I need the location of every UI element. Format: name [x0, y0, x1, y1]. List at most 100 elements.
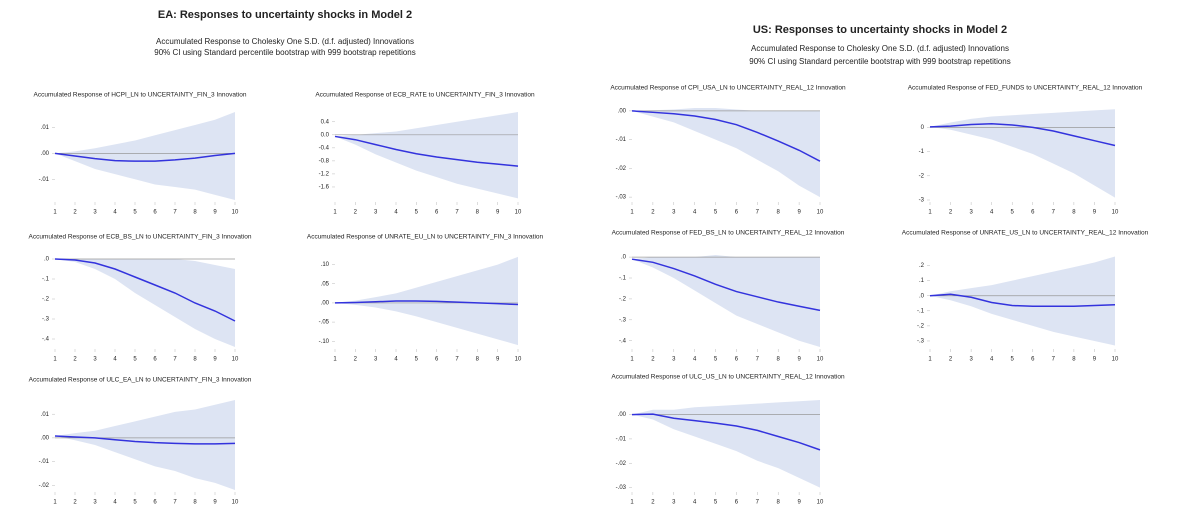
y-tick-label: .00: [618, 412, 627, 418]
x-tick-label: 4: [113, 357, 117, 363]
y-tick-label: -.03: [616, 485, 627, 491]
x-tick-label: 10: [1112, 210, 1119, 216]
response-line: [929, 122, 1116, 147]
x-tick-label: 7: [756, 210, 760, 216]
chart-title: Accumulated Response of FED_FUNDS to UNC…: [908, 85, 1143, 92]
y-tick-label: .01: [41, 412, 50, 418]
chart-title: Accumulated Response of ECB_BS_LN to UNC…: [28, 234, 251, 241]
x-tick-label: 9: [797, 500, 801, 506]
x-tick-label: 9: [797, 210, 801, 216]
x-tick-label: 3: [672, 357, 676, 363]
x-tick-label: 3: [374, 210, 378, 216]
x-tick-label: 6: [153, 357, 157, 363]
y-tick-label: -.03: [616, 195, 627, 201]
x-tick-label: 8: [777, 357, 781, 363]
y-tick-label: -.4: [619, 338, 627, 344]
x-tick-label: 3: [672, 500, 676, 506]
chart-title: Accumulated Response of FED_BS_LN to UNC…: [612, 230, 845, 237]
x-tick-label: 1: [333, 357, 337, 363]
x-tick-label: 5: [714, 357, 718, 363]
x-tick-label: 8: [1072, 210, 1076, 216]
x-tick-label: 3: [969, 210, 973, 216]
x-tick-label: 8: [777, 500, 781, 506]
y-tick-label: -.01: [616, 137, 627, 143]
x-tick-label: 1: [928, 210, 932, 216]
x-tick-label: 2: [73, 210, 77, 216]
y-tick-label: -.01: [39, 177, 50, 183]
chart-title: Accumulated Response of UNRATE_EU_LN to …: [307, 234, 544, 241]
x-tick-label: 4: [113, 210, 117, 216]
y-tick-label: -2: [919, 173, 925, 179]
confidence-band: [55, 259, 235, 347]
x-tick-label: 7: [173, 500, 177, 506]
y-tick-label: -.2: [917, 323, 925, 329]
y-tick-label: -.4: [42, 337, 50, 343]
group-title: US: Responses to uncertainty shocks in M…: [753, 24, 1007, 36]
confidence-band: [632, 255, 820, 347]
response-line: [54, 435, 236, 445]
x-tick-label: 2: [651, 500, 655, 506]
response-line: [334, 300, 519, 306]
x-tick-label: 8: [193, 500, 197, 506]
x-tick-label: 8: [1072, 357, 1076, 363]
x-tick-label: 2: [651, 357, 655, 363]
x-tick-label: 7: [173, 210, 177, 216]
y-tick-label: -.10: [319, 339, 330, 345]
x-tick-label: 5: [133, 210, 137, 216]
x-tick-label: 8: [193, 210, 197, 216]
x-tick-label: 6: [1031, 210, 1035, 216]
y-tick-label: .1: [919, 278, 925, 284]
x-tick-label: 5: [133, 357, 137, 363]
y-tick-label: .00: [618, 108, 627, 114]
x-tick-label: 10: [515, 210, 522, 216]
x-tick-label: 10: [232, 210, 239, 216]
x-tick-label: 8: [193, 357, 197, 363]
x-tick-label: 2: [949, 357, 953, 363]
y-tick-label: -0.8: [319, 158, 330, 164]
response-line: [54, 258, 236, 322]
x-tick-label: 7: [756, 357, 760, 363]
chart-title: Accumulated Response of ULC_US_LN to UNC…: [611, 374, 845, 381]
x-tick-label: 1: [630, 210, 634, 216]
y-tick-label: -.02: [39, 483, 50, 489]
x-tick-label: 1: [53, 500, 57, 506]
x-tick-label: 2: [354, 357, 358, 363]
chart-title: Accumulated Response of UNRATE_US_LN to …: [902, 230, 1149, 237]
x-tick-label: 6: [153, 210, 157, 216]
y-tick-label: .00: [321, 300, 330, 306]
x-tick-label: 9: [1093, 357, 1097, 363]
x-tick-label: 7: [173, 357, 177, 363]
x-tick-label: 5: [714, 210, 718, 216]
x-tick-label: 10: [232, 357, 239, 363]
x-tick-label: 3: [93, 210, 97, 216]
response-line: [929, 293, 1116, 308]
y-tick-label: -1: [919, 149, 925, 155]
x-tick-label: 8: [777, 210, 781, 216]
x-tick-label: 5: [1011, 210, 1015, 216]
x-tick-label: 1: [53, 357, 57, 363]
x-tick-label: 5: [415, 210, 419, 216]
x-tick-label: 3: [374, 357, 378, 363]
x-tick-label: 4: [990, 210, 994, 216]
x-tick-label: 10: [1112, 357, 1119, 363]
x-tick-label: 4: [693, 500, 697, 506]
x-tick-label: 9: [797, 357, 801, 363]
response-line: [631, 110, 821, 162]
y-tick-label: .00: [41, 151, 50, 157]
y-tick-label: .0: [44, 257, 50, 263]
x-tick-label: 6: [1031, 357, 1035, 363]
y-tick-label: -.2: [42, 297, 50, 303]
x-tick-label: 7: [455, 357, 459, 363]
x-tick-label: 10: [817, 210, 824, 216]
group-note: Accumulated Response to Cholesky One S.D…: [156, 37, 414, 46]
x-tick-label: 2: [73, 500, 77, 506]
chart-title: Accumulated Response of CPI_USA_LN to UN…: [610, 85, 846, 92]
x-tick-label: 9: [213, 210, 217, 216]
y-tick-label: -.1: [917, 308, 925, 314]
y-tick-label: -1.2: [319, 172, 330, 178]
y-tick-label: .05: [321, 281, 330, 287]
x-tick-label: 2: [651, 210, 655, 216]
y-tick-label: -.01: [616, 436, 627, 442]
x-tick-label: 7: [1052, 357, 1056, 363]
